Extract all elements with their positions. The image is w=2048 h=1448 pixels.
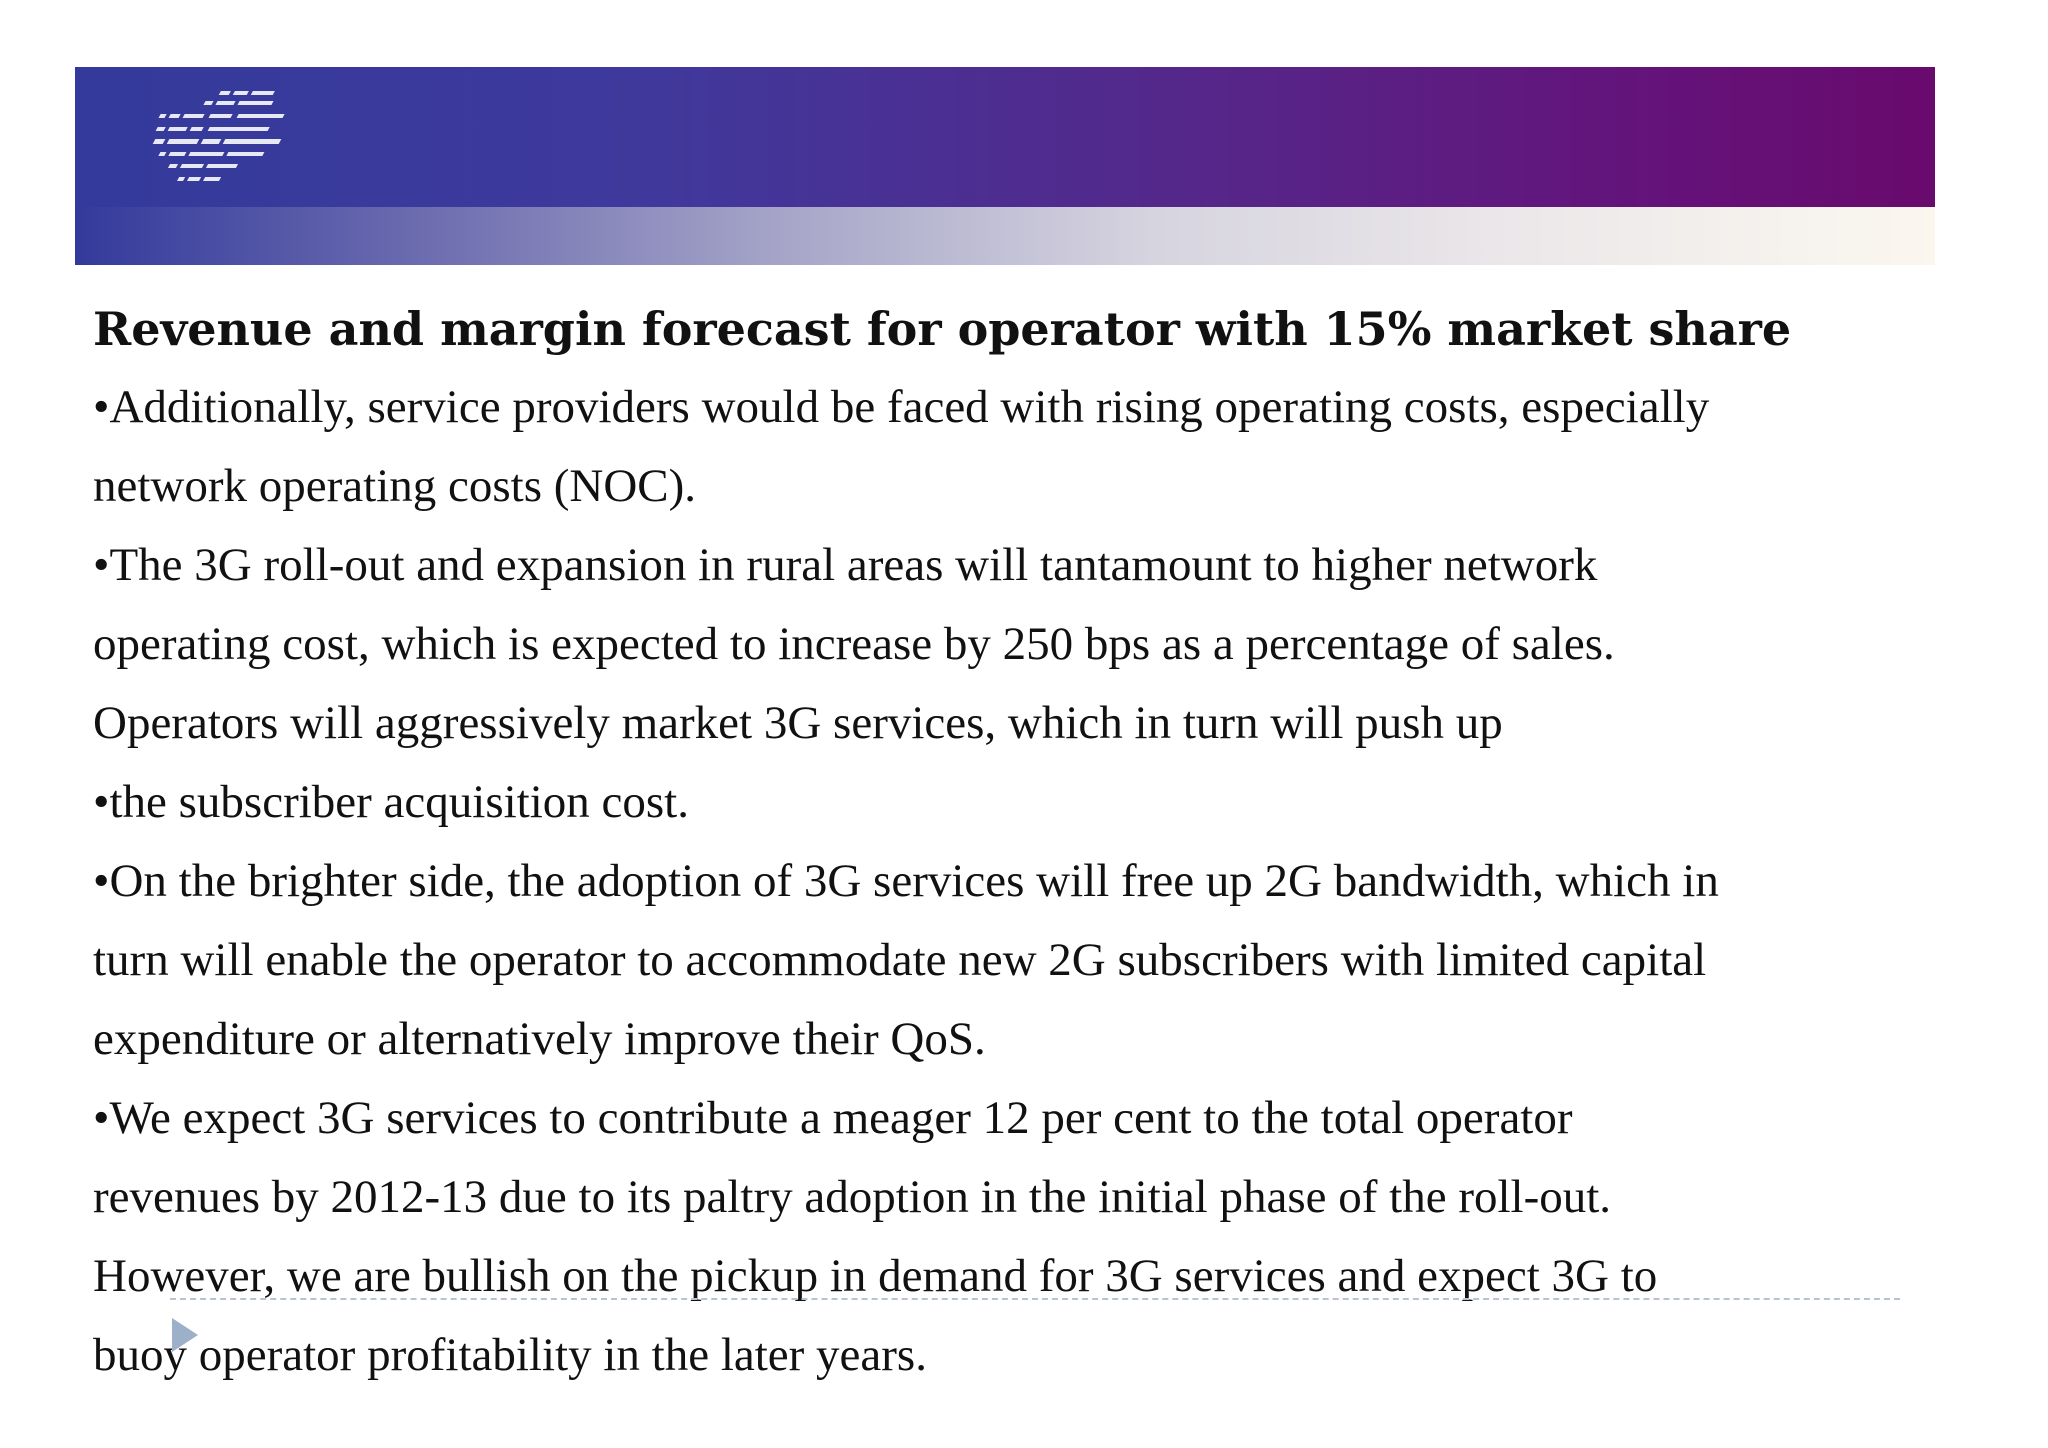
body-line: Operators will aggressively market 3G se… (93, 697, 1503, 749)
body-line: network operating costs (NOC). (93, 460, 697, 512)
body-line: revenues by 2012-13 due to its paltry ad… (93, 1171, 1612, 1223)
body-line: buoy operator profitability in the later… (93, 1329, 927, 1381)
slide-content: Revenue and margin forecast for operator… (93, 290, 1993, 1395)
body-line: operating cost, which is expected to inc… (93, 618, 1615, 670)
banner-top-band (75, 67, 1935, 207)
striped-logo-icon (152, 91, 285, 181)
dashed-divider (170, 1298, 1900, 1300)
play-arrow-icon[interactable] (172, 1318, 198, 1352)
banner-fade-band (75, 207, 1935, 265)
body-line: •The 3G roll-out and expansion in rural … (93, 539, 1598, 591)
body-line: •the subscriber acquisition cost. (93, 776, 689, 828)
body-line: However, we are bullish on the pickup in… (93, 1250, 1658, 1302)
slide-title: Revenue and margin forecast for operator… (93, 302, 1792, 356)
body-line: •Additionally, service providers would b… (93, 381, 1710, 433)
body-line: •On the brighter side, the adoption of 3… (93, 855, 1719, 907)
body-line: turn will enable the operator to accommo… (93, 934, 1707, 986)
body-text: •Additionally, service providers would b… (93, 368, 1993, 1395)
body-line: expenditure or alternatively improve the… (93, 1013, 986, 1065)
header-banner (75, 67, 1935, 265)
body-line: •We expect 3G services to contribute a m… (93, 1092, 1573, 1144)
